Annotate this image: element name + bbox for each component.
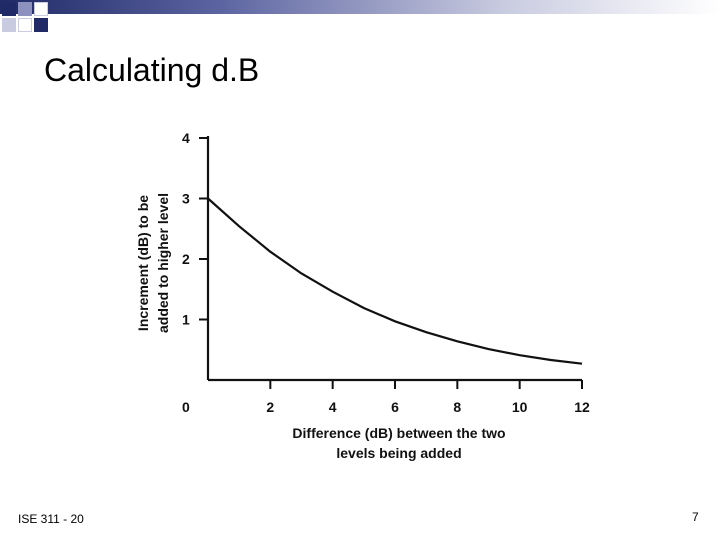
x-tick-label: 10: [512, 399, 528, 415]
decorative-square: [2, 18, 16, 32]
x-tick-label: 12: [574, 399, 590, 415]
series-line: [207, 197, 583, 365]
x-axis-label-line: Difference (dB) between the two: [292, 425, 505, 441]
header-band-mask: [0, 14, 720, 40]
decorative-square: [34, 2, 48, 16]
decorative-square: [2, 2, 16, 16]
x-tick-label: 2: [266, 399, 274, 415]
decorative-square: [18, 2, 32, 16]
decorative-square: [18, 18, 32, 32]
y-axis-label-line: Increment (dB) to be: [135, 195, 151, 331]
y-axis-label: Increment (dB) to be added to higher leve…: [135, 193, 171, 333]
x-tick-label: 4: [329, 399, 337, 415]
y-tick-label: 1: [182, 312, 190, 328]
page-number: 7: [692, 510, 699, 524]
y-tick-label: 3: [182, 191, 190, 207]
y-axis-label-line: added to higher level: [155, 193, 171, 333]
x-axis-label-line: levels being added: [336, 445, 461, 461]
decorative-square: [34, 18, 48, 32]
chart: 1 2 3 4 2 4 6 8 10 12 0 Increment (dB) to be added…: [120, 120, 610, 470]
x-tick-label: 8: [453, 399, 461, 415]
y-tick-label: 4: [182, 130, 190, 146]
y-tick-label: 2: [182, 251, 190, 267]
origin-label: 0: [182, 399, 190, 415]
x-axis-label: Difference (dB) between the two levels be…: [292, 425, 505, 461]
x-tick-label: 6: [391, 399, 399, 415]
slide-title: Calculating d.B: [44, 52, 260, 88]
footer-course-label: ISE 311 - 20: [18, 512, 84, 526]
